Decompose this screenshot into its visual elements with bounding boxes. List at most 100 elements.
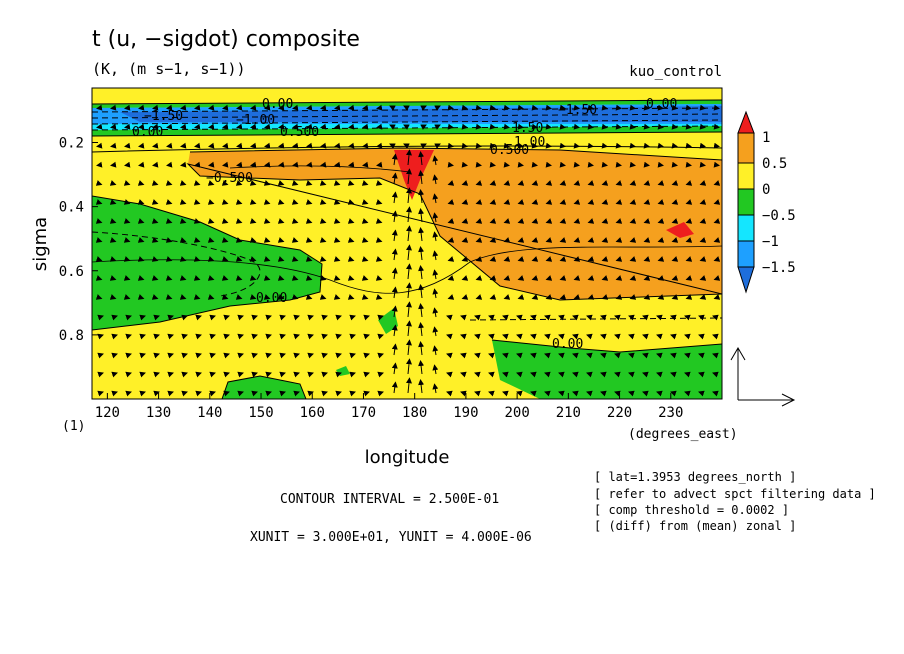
vector-arrow xyxy=(516,333,523,340)
vector-arrow xyxy=(138,123,145,130)
vector-arrow xyxy=(489,123,496,130)
vector-arrow xyxy=(406,339,412,356)
contour-line xyxy=(92,195,323,331)
vector-arrow xyxy=(237,314,244,321)
vector-arrow xyxy=(181,371,188,378)
vector-arrow xyxy=(95,180,103,186)
vector-arrow xyxy=(403,124,410,130)
vector-arrow xyxy=(447,142,454,149)
vector-arrow xyxy=(375,199,383,205)
vector-arrow xyxy=(406,149,412,166)
vector-arrow xyxy=(97,390,104,397)
vector-arrow xyxy=(615,180,623,186)
vector-arrow xyxy=(432,174,439,185)
vector-arrow xyxy=(194,104,201,111)
vector-arrow xyxy=(544,333,551,340)
vector-arrow xyxy=(489,142,496,149)
info-line: [ (diff) from (mean) zonal ] xyxy=(594,519,796,533)
vector-arrow xyxy=(671,218,679,224)
vector-arrow xyxy=(573,161,580,168)
vector-arrow xyxy=(434,124,441,130)
vector-arrow xyxy=(361,218,369,224)
vector-arrow xyxy=(656,390,663,397)
vector-arrow xyxy=(166,104,173,111)
vector-arrow xyxy=(474,371,481,378)
vector-arrow xyxy=(221,275,229,281)
vector-arrow xyxy=(125,352,132,359)
vector-arrow xyxy=(391,267,398,280)
vector-arrow xyxy=(110,142,117,149)
vector-arrow xyxy=(277,199,285,205)
vector-arrow xyxy=(642,333,649,340)
vector-arrow xyxy=(167,371,174,378)
vector-arrow xyxy=(573,218,581,224)
vector-arrow xyxy=(615,294,623,300)
vector-arrow xyxy=(265,314,272,321)
vector-arrow xyxy=(277,256,285,262)
vector-arrow xyxy=(558,333,565,340)
vector-arrow xyxy=(96,104,103,111)
vector-arrow xyxy=(293,314,300,321)
vector-arrow xyxy=(406,168,412,185)
vector-arrow xyxy=(418,170,425,185)
vector-arrow xyxy=(195,314,202,321)
vector-arrow xyxy=(363,352,370,359)
vector-arrow xyxy=(615,256,623,262)
vector-arrow xyxy=(165,256,173,262)
vector-arrow xyxy=(502,390,509,397)
vector-arrow xyxy=(375,294,383,300)
vector-arrow xyxy=(643,237,651,243)
vector-arrow xyxy=(293,371,300,378)
vector-arrow xyxy=(699,218,707,224)
vector-arrow xyxy=(347,237,355,243)
vector-arrow xyxy=(123,199,131,205)
vector-arrow xyxy=(95,294,103,300)
vector-arrow xyxy=(587,275,595,281)
vector-arrow xyxy=(125,371,132,378)
vector-arrow xyxy=(321,352,328,359)
vector-arrow xyxy=(628,371,635,378)
vector-unit-note: XUNIT = 3.000E+01, YUNIT = 4.000E-06 xyxy=(250,530,532,545)
vector-arrow xyxy=(712,333,719,340)
contour-line xyxy=(221,375,307,399)
colorbar-top xyxy=(737,110,755,134)
vector-arrow xyxy=(406,187,412,204)
vector-arrow xyxy=(713,275,721,281)
vector-arrow xyxy=(153,314,160,321)
vector-arrow xyxy=(222,161,229,168)
x-axis-label: longitude xyxy=(365,447,450,468)
vector-arrow xyxy=(475,294,483,300)
vector-arrow xyxy=(207,294,215,300)
vector-arrow xyxy=(531,123,538,130)
region-warm-spot xyxy=(666,222,694,238)
vector-arrow xyxy=(503,104,510,111)
vector-arrow xyxy=(503,123,510,130)
vector-arrow xyxy=(503,294,511,300)
vector-arrow xyxy=(545,104,552,111)
vector-arrow xyxy=(235,218,243,224)
vector-arrow xyxy=(361,237,369,243)
x-tick-label: 220 xyxy=(607,405,632,421)
vector-arrow xyxy=(138,142,145,149)
vector-arrow xyxy=(139,371,146,378)
vector-arrow xyxy=(712,390,719,397)
vector-arrow xyxy=(587,237,595,243)
vector-arrow xyxy=(643,104,650,111)
vector-arrow xyxy=(517,123,524,130)
vector-arrow xyxy=(657,161,664,168)
vector-arrow xyxy=(531,218,539,224)
vector-arrow xyxy=(460,314,467,321)
vector-arrow xyxy=(348,161,355,168)
vector-arrow xyxy=(167,314,174,321)
colorbar-bottom xyxy=(737,266,755,294)
vector-arrow xyxy=(167,333,174,340)
vector-arrow xyxy=(249,218,257,224)
vector-arrow xyxy=(503,199,511,205)
vector-arrow xyxy=(279,371,286,378)
vector-arrow xyxy=(279,390,286,397)
colorbar-cell xyxy=(737,214,755,242)
contour-label: 1.00 xyxy=(514,135,545,150)
vector-arrow xyxy=(517,142,524,149)
vector-arrow xyxy=(420,124,427,130)
colorbar-label: −1 xyxy=(762,234,779,250)
